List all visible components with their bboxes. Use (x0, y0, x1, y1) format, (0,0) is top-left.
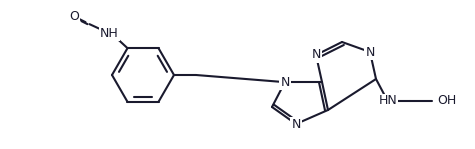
Text: N: N (311, 49, 321, 62)
Text: HN: HN (379, 94, 398, 107)
Text: N: N (291, 118, 301, 131)
Text: N: N (280, 76, 290, 89)
Text: OH: OH (437, 94, 456, 107)
Text: O: O (69, 10, 79, 23)
Text: N: N (365, 45, 375, 59)
Text: NH: NH (100, 27, 119, 40)
